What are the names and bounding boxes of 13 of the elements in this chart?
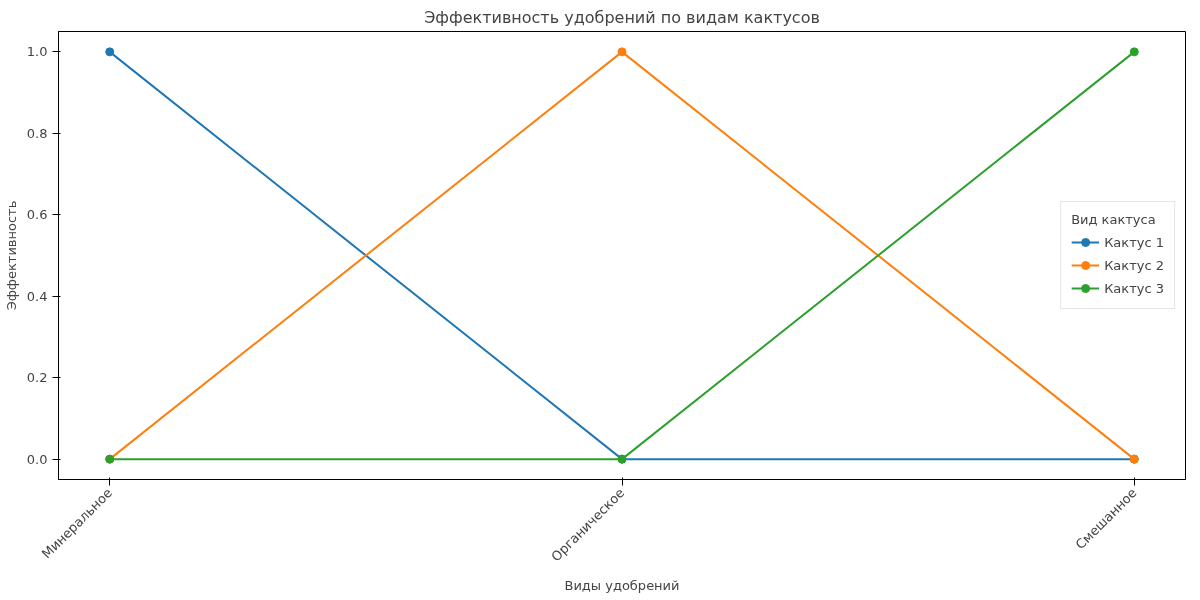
x-axis-title: Виды удобрений — [564, 577, 680, 593]
legend-label: Кактус 2 — [1104, 257, 1164, 273]
y-axis-title: Эффективность — [3, 200, 19, 311]
y-tick-label: 0.6 — [26, 207, 48, 223]
legend-label: Кактус 1 — [1104, 234, 1164, 250]
y-tick-label: 1.0 — [26, 44, 48, 60]
y-tick-label: 0.8 — [26, 125, 48, 141]
y-tick-label: 0.2 — [26, 370, 48, 386]
y-tick-label: 0.0 — [26, 451, 48, 467]
chart-title: Эффективность удобрений по видам кактусов — [424, 7, 820, 27]
legend-label: Кактус 3 — [1104, 280, 1164, 296]
y-tick-label: 0.4 — [26, 288, 48, 304]
legend-title: Вид кактуса — [1071, 212, 1157, 227]
